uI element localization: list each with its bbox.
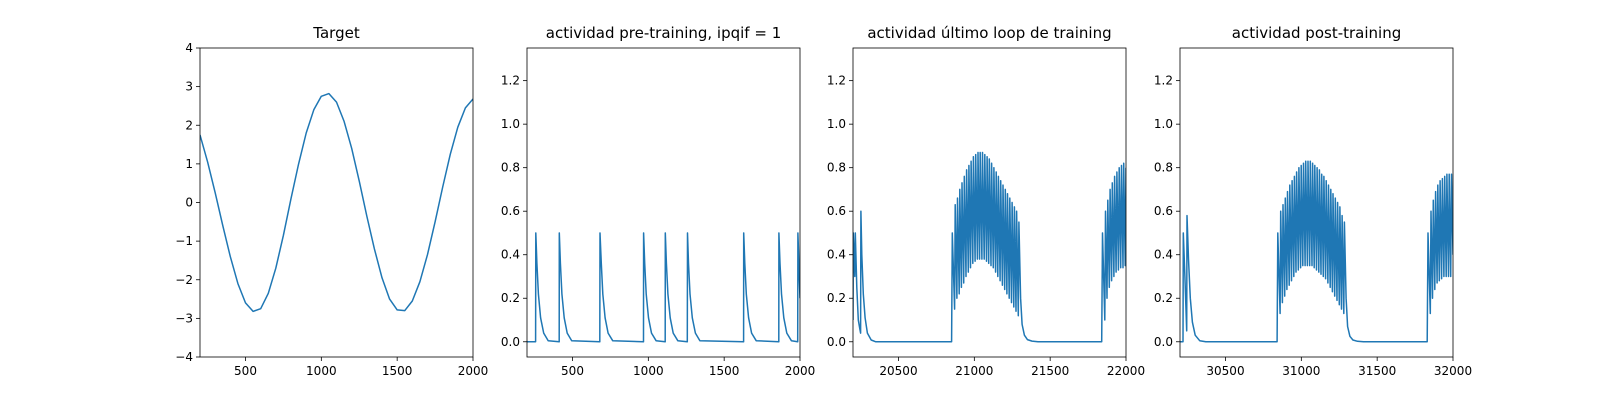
x-tick-label: 2000	[458, 364, 489, 378]
series-line-1	[527, 232, 800, 343]
subplot-2: 500 1000 1500 2000 0.0 0.2 0.4 0.6 0.8 1.0 1.2 acti…	[501, 24, 815, 378]
y-tick-label: −1	[175, 234, 193, 248]
x-tick-label: 1500	[709, 364, 740, 378]
y-tick-label: 0.2	[827, 291, 846, 305]
y-tick-label: 0.0	[1154, 335, 1173, 349]
axes-frame	[1179, 47, 1454, 358]
subplot-1: 500 1000 1500 2000 −4 −3 −2 −1 0 1 2 3 4 Target	[175, 24, 488, 378]
y-tick-label: 1.2	[1154, 74, 1173, 88]
x-tick-label: 1000	[306, 364, 337, 378]
y-tick-label: 0.8	[827, 161, 846, 175]
x-tick-label: 22000	[1107, 364, 1145, 378]
x-tick-label: 1500	[382, 364, 413, 378]
x-tick-label: 1000	[633, 364, 664, 378]
y-tick-label: 0.6	[501, 204, 520, 218]
subplot-3: 20500 21000 21500 22000 0.0 0.2 0.4 0.6 0.8 1.0 1.…	[827, 24, 1145, 378]
series-line-1	[200, 92, 473, 313]
y-tick-label: 1.2	[827, 74, 846, 88]
x-tick-label: 500	[561, 364, 584, 378]
chart-title: actividad pre-training, ipqif = 1	[546, 24, 782, 42]
y-tick-label: 1.2	[501, 74, 520, 88]
y-tick-label: 0.4	[827, 248, 846, 262]
y-tick-label: 0.0	[501, 335, 520, 349]
y-tick-label: 0.2	[1154, 291, 1173, 305]
x-tick-label: 32000	[1434, 364, 1472, 378]
y-tick-label: 0.8	[501, 161, 520, 175]
axes-frame	[199, 47, 474, 358]
x-tick-label: 500	[234, 364, 257, 378]
y-tick-label: 0.8	[1154, 161, 1173, 175]
y-tick-label: −2	[175, 273, 193, 287]
y-tick-label: 0.2	[501, 291, 520, 305]
series-line-1	[853, 151, 1126, 343]
series-line-1	[1180, 160, 1453, 343]
y-tick-label: 1.0	[1154, 117, 1173, 131]
x-tick-label: 21000	[955, 364, 993, 378]
y-tick-label: 0.0	[827, 335, 846, 349]
axes-frame	[852, 47, 1127, 358]
y-tick-label: 4	[185, 41, 193, 55]
y-tick-label: 1.0	[501, 117, 520, 131]
x-tick-label: 31500	[1358, 364, 1396, 378]
x-tick-label: 20500	[879, 364, 917, 378]
y-tick-label: 0.6	[1154, 204, 1173, 218]
axes-frame	[526, 47, 801, 358]
chart-title: actividad último loop de training	[867, 24, 1111, 42]
x-tick-label: 2000	[785, 364, 816, 378]
y-tick-label: 0.4	[1154, 248, 1173, 262]
y-tick-label: −4	[175, 350, 193, 364]
y-tick-label: 1	[185, 157, 193, 171]
chart-title: actividad post-training	[1232, 24, 1401, 42]
x-tick-label: 31000	[1282, 364, 1320, 378]
y-tick-label: 2	[185, 118, 193, 132]
y-tick-label: 3	[185, 80, 193, 94]
y-tick-label: 0.4	[501, 248, 520, 262]
x-tick-label: 30500	[1206, 364, 1244, 378]
subplot-4: 30500 31000 31500 32000 0.0 0.2 0.4 0.6 0.8 1.0 1.…	[1154, 24, 1472, 378]
y-tick-label: 1.0	[827, 117, 846, 131]
x-tick-label: 21500	[1031, 364, 1069, 378]
y-tick-label: −3	[175, 311, 193, 325]
chart-title: Target	[312, 24, 360, 42]
y-tick-label: 0.6	[827, 204, 846, 218]
y-tick-label: 0	[185, 196, 193, 210]
